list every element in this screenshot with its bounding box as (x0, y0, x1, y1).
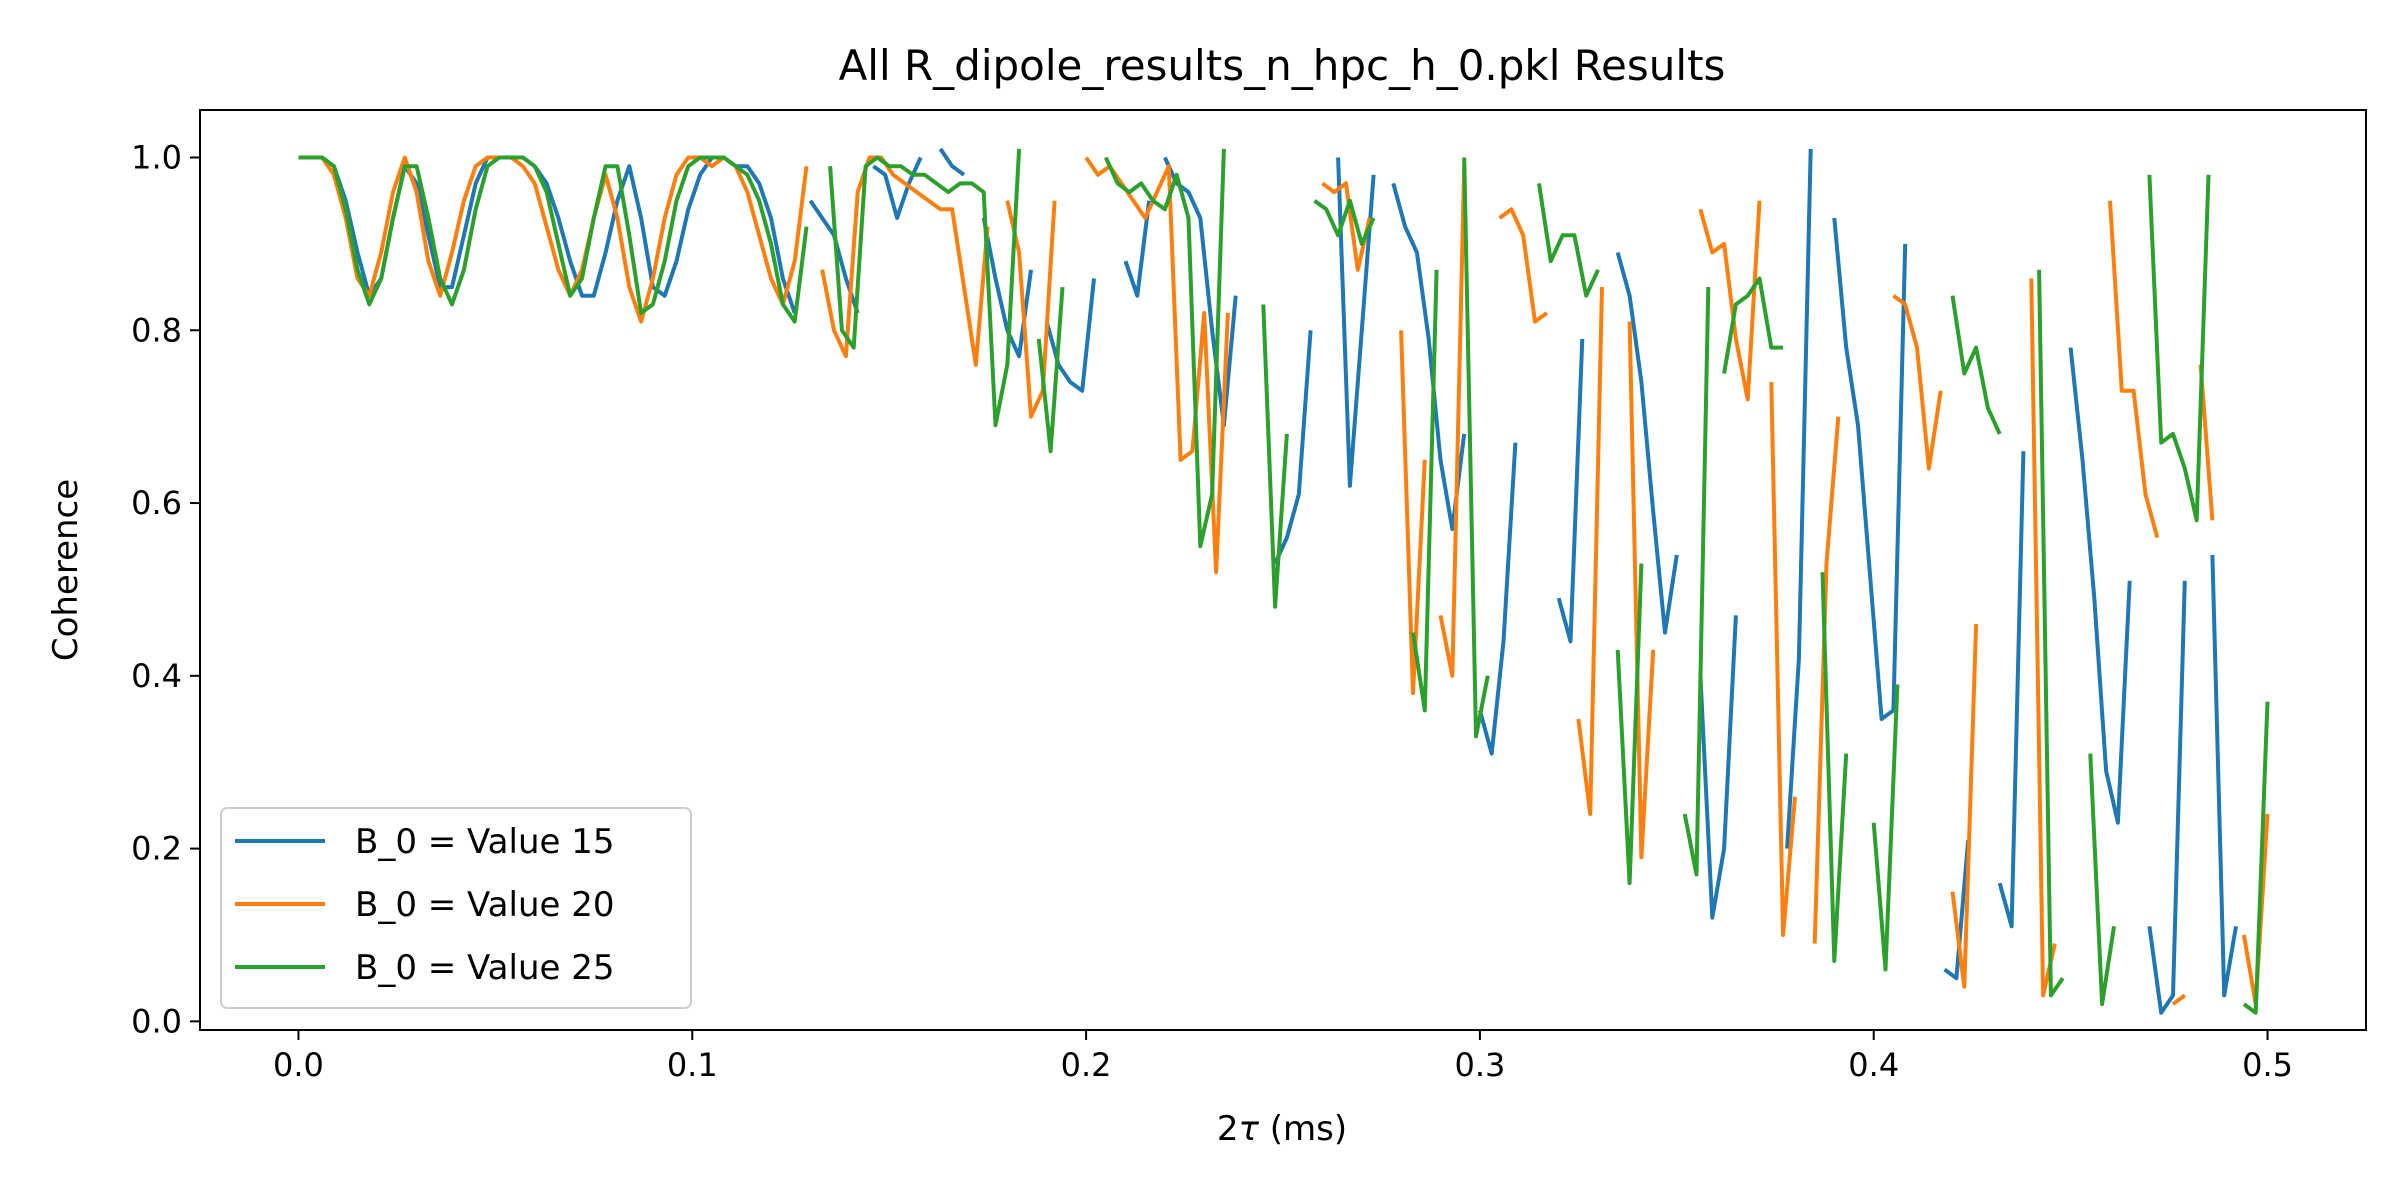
legend-label: B_0 = Value 20 (355, 885, 615, 925)
x-axis-title: 2τ (ms) (1217, 1109, 1347, 1149)
legend-label: B_0 = Value 25 (355, 948, 615, 988)
legend: B_0 = Value 15 B_0 = Value 20 B_0 = Value … (220, 807, 692, 1009)
series-line-3 (298, 148, 2270, 1015)
legend-label: B_0 = Value 15 (355, 822, 615, 862)
y-axis-title: Coherence (46, 479, 86, 661)
plot-frame (199, 109, 2367, 1031)
x-tick-label: 0.3 (1454, 1046, 1505, 1084)
plot-series (298, 147, 2270, 1015)
y-tick-label: 0.8 (131, 311, 182, 349)
y-tick-label: 1.0 (131, 139, 182, 177)
x-axis-title-suffix: (ms) (1259, 1109, 1347, 1149)
x-tick-label: 0.2 (1061, 1046, 1112, 1084)
x-axis: 0.0 0.1 0.2 0.3 0.4 0.5 (273, 1030, 2293, 1084)
x-tick-label: 0.5 (2242, 1046, 2293, 1084)
x-axis-title-symbol: τ (1238, 1109, 1259, 1149)
y-tick-label: 0.4 (131, 657, 182, 695)
y-tick-label: 0.6 (131, 484, 182, 522)
series-line-2 (298, 155, 2270, 1007)
y-tick-label: 0.2 (131, 830, 182, 868)
x-tick-label: 0.4 (1848, 1046, 1899, 1084)
y-axis: 0.0 0.2 0.4 0.6 0.8 1.0 (131, 139, 200, 1040)
y-tick-label: 0.0 (131, 1002, 182, 1040)
x-axis-title-prefix: 2 (1217, 1109, 1239, 1149)
x-tick-label: 0.0 (273, 1046, 324, 1084)
x-tick-label: 0.1 (667, 1046, 718, 1084)
legend-frame (220, 807, 692, 1009)
chart-title: All R_dipole_results_n_hpc_h_0.pkl Resul… (839, 41, 1726, 90)
